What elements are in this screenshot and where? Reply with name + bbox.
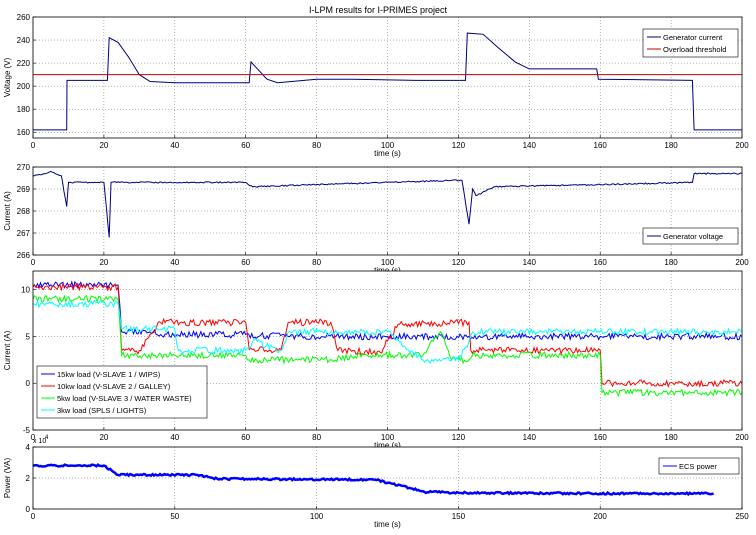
x-tick-label: 0 <box>31 258 36 267</box>
series-line <box>33 299 742 364</box>
x-axis-label: time (s) <box>374 520 401 529</box>
x-tick-label: 200 <box>735 141 749 150</box>
x-tick-label: 100 <box>381 258 395 267</box>
y-tick-label: 160 <box>17 128 31 137</box>
x-tick-label: 40 <box>170 258 179 267</box>
y-axis-label: Power (VA) <box>3 458 12 499</box>
y-tick-label: 270 <box>17 163 31 172</box>
y-multiplier-exponent: 4 <box>45 435 49 441</box>
legend-entry: Generator voltage <box>663 232 723 241</box>
x-tick-label: 60 <box>241 141 250 150</box>
legend-entry: 3kw load (SPLS / LIGHTS) <box>57 406 147 415</box>
series-line <box>33 282 742 389</box>
x-tick-label: 50 <box>170 512 179 521</box>
series-line <box>33 170 742 238</box>
x-tick-label: 100 <box>310 512 324 521</box>
x-tick-label: 100 <box>381 141 395 150</box>
y-tick-label: 240 <box>17 36 31 45</box>
y-tick-label: 0 <box>26 505 31 514</box>
x-tick-label: 200 <box>735 258 749 267</box>
y-tick-label: 10 <box>21 286 30 295</box>
series-line <box>33 294 742 398</box>
x-tick-label: 250 <box>735 512 749 521</box>
x-tick-label: 20 <box>99 258 108 267</box>
legend-entry: Generator current <box>663 33 723 42</box>
x-tick-label: 100 <box>381 433 395 442</box>
y-tick-label: 5 <box>26 332 31 341</box>
figure-title: I-LPM results for I-PRIMES project <box>308 5 448 15</box>
x-tick-label: 180 <box>664 258 678 267</box>
y-tick-label: 220 <box>17 59 31 68</box>
y-tick-label: 180 <box>17 105 31 114</box>
series-line <box>33 463 714 497</box>
legend-entry: 15kw load (V-SLAVE 1 / WIPS) <box>57 370 161 379</box>
x-tick-label: 140 <box>523 258 537 267</box>
x-axis-label: time (s) <box>374 149 401 158</box>
y-tick-label: 269 <box>17 185 31 194</box>
y-tick-label: 4 <box>26 443 31 452</box>
series-line <box>33 32 742 131</box>
legend-entry: 10kw load (V-SLAVE 2 / GALLEY) <box>57 382 171 391</box>
legend-entry: ECS power <box>679 462 717 471</box>
y-tick-label: 267 <box>17 229 31 238</box>
x-tick-label: 140 <box>523 433 537 442</box>
x-axis-label: time (s) <box>374 441 401 450</box>
y-tick-label: 260 <box>17 13 31 22</box>
y-tick-label: 0 <box>26 379 31 388</box>
x-tick-label: 80 <box>312 258 321 267</box>
y-tick-label: 2 <box>26 474 31 483</box>
x-tick-label: 200 <box>594 512 608 521</box>
x-tick-label: 80 <box>312 433 321 442</box>
x-tick-label: 20 <box>99 433 108 442</box>
legend-box <box>642 28 739 58</box>
legend-box <box>658 457 740 475</box>
x-tick-label: 200 <box>735 433 749 442</box>
x-tick-label: 120 <box>452 258 466 267</box>
x-tick-label: 0 <box>31 141 36 150</box>
x-axis-label: time (s) <box>374 266 401 275</box>
legend-box <box>642 227 739 245</box>
y-axis-label: Voltage (V) <box>3 57 12 97</box>
x-tick-label: 0 <box>31 433 36 442</box>
x-tick-label: 180 <box>664 433 678 442</box>
x-tick-label: 80 <box>312 141 321 150</box>
subplot-2: 0 20 40 60 80 100 120 140 160 180 200 266 267 268 269 2… <box>3 163 749 275</box>
y-axis-label: Current (A) <box>3 191 12 231</box>
x-tick-label: 120 <box>452 433 466 442</box>
y-axis-label: Current (A) <box>3 330 12 370</box>
x-tick-label: 160 <box>594 141 608 150</box>
x-tick-label: 150 <box>452 512 466 521</box>
x-tick-label: 20 <box>99 141 108 150</box>
x-tick-label: 40 <box>170 141 179 150</box>
legend-box <box>36 365 208 419</box>
subplot-1: 0 20 40 60 80 100 120 140 160 180 200 160 180 200 220 2… <box>3 13 749 158</box>
y-tick-label: 268 <box>17 207 31 216</box>
x-tick-label: 60 <box>241 433 250 442</box>
x-tick-label: 60 <box>241 258 250 267</box>
x-tick-label: 40 <box>170 433 179 442</box>
legend-entry: 5kw load (V-SLAVE 3 / WATER WASTE) <box>57 394 192 403</box>
x-tick-label: 0 <box>31 512 36 521</box>
y-tick-label: 266 <box>17 251 31 260</box>
x-tick-label: 160 <box>594 258 608 267</box>
legend-entry: Overload threshold <box>663 45 726 54</box>
y-tick-label: 200 <box>17 82 31 91</box>
x-tick-label: 140 <box>523 141 537 150</box>
x-tick-label: 160 <box>594 433 608 442</box>
x-tick-label: 180 <box>664 141 678 150</box>
x-tick-label: 120 <box>452 141 466 150</box>
y-multiplier-label: x 10 <box>33 438 46 445</box>
y-tick-label: -5 <box>23 426 31 435</box>
